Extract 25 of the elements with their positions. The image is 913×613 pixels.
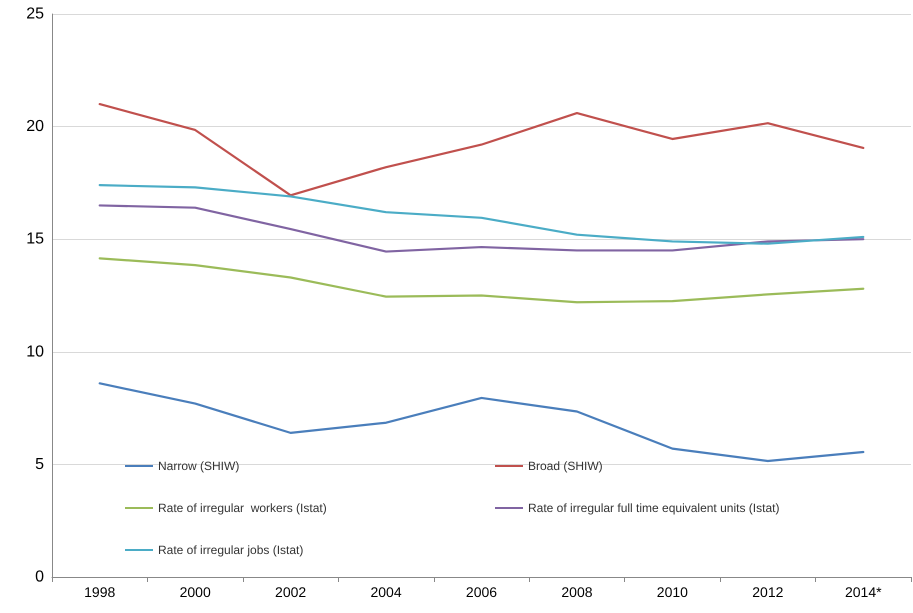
y-tick-label: 20 <box>26 118 44 136</box>
legend-label: Narrow (SHIW) <box>158 459 240 473</box>
legend-label: Broad (SHIW) <box>528 459 603 473</box>
x-tick-label: 2014* <box>844 584 882 600</box>
x-tick-label: 2000 <box>180 584 211 600</box>
y-tick-label: 10 <box>26 343 44 360</box>
x-tick-label: 2004 <box>370 584 402 600</box>
x-tick-label: 2008 <box>561 584 593 600</box>
y-tick-label: 5 <box>35 456 44 473</box>
line-series <box>98 184 864 245</box>
y-tick-label: 0 <box>35 568 44 586</box>
x-tick-label: 1998 <box>84 584 116 600</box>
legend-label: Rate of irregular jobs (Istat) <box>158 543 304 557</box>
y-tick-label: 25 <box>26 6 44 22</box>
y-tick-label: 15 <box>26 230 44 248</box>
line-series <box>98 382 864 462</box>
line-series <box>98 257 864 304</box>
x-tick-label: 2012 <box>752 584 784 600</box>
line-series <box>98 102 864 196</box>
x-tick-label: 2010 <box>656 584 688 600</box>
legend-label: Rate of irregular workers (Istat) <box>158 501 327 515</box>
legend-label: Rate of irregular full time equivalent units (Istat) <box>528 501 780 515</box>
x-tick-label: 2006 <box>466 584 498 600</box>
x-tick-label: 2002 <box>275 584 306 600</box>
line-series <box>98 204 864 253</box>
